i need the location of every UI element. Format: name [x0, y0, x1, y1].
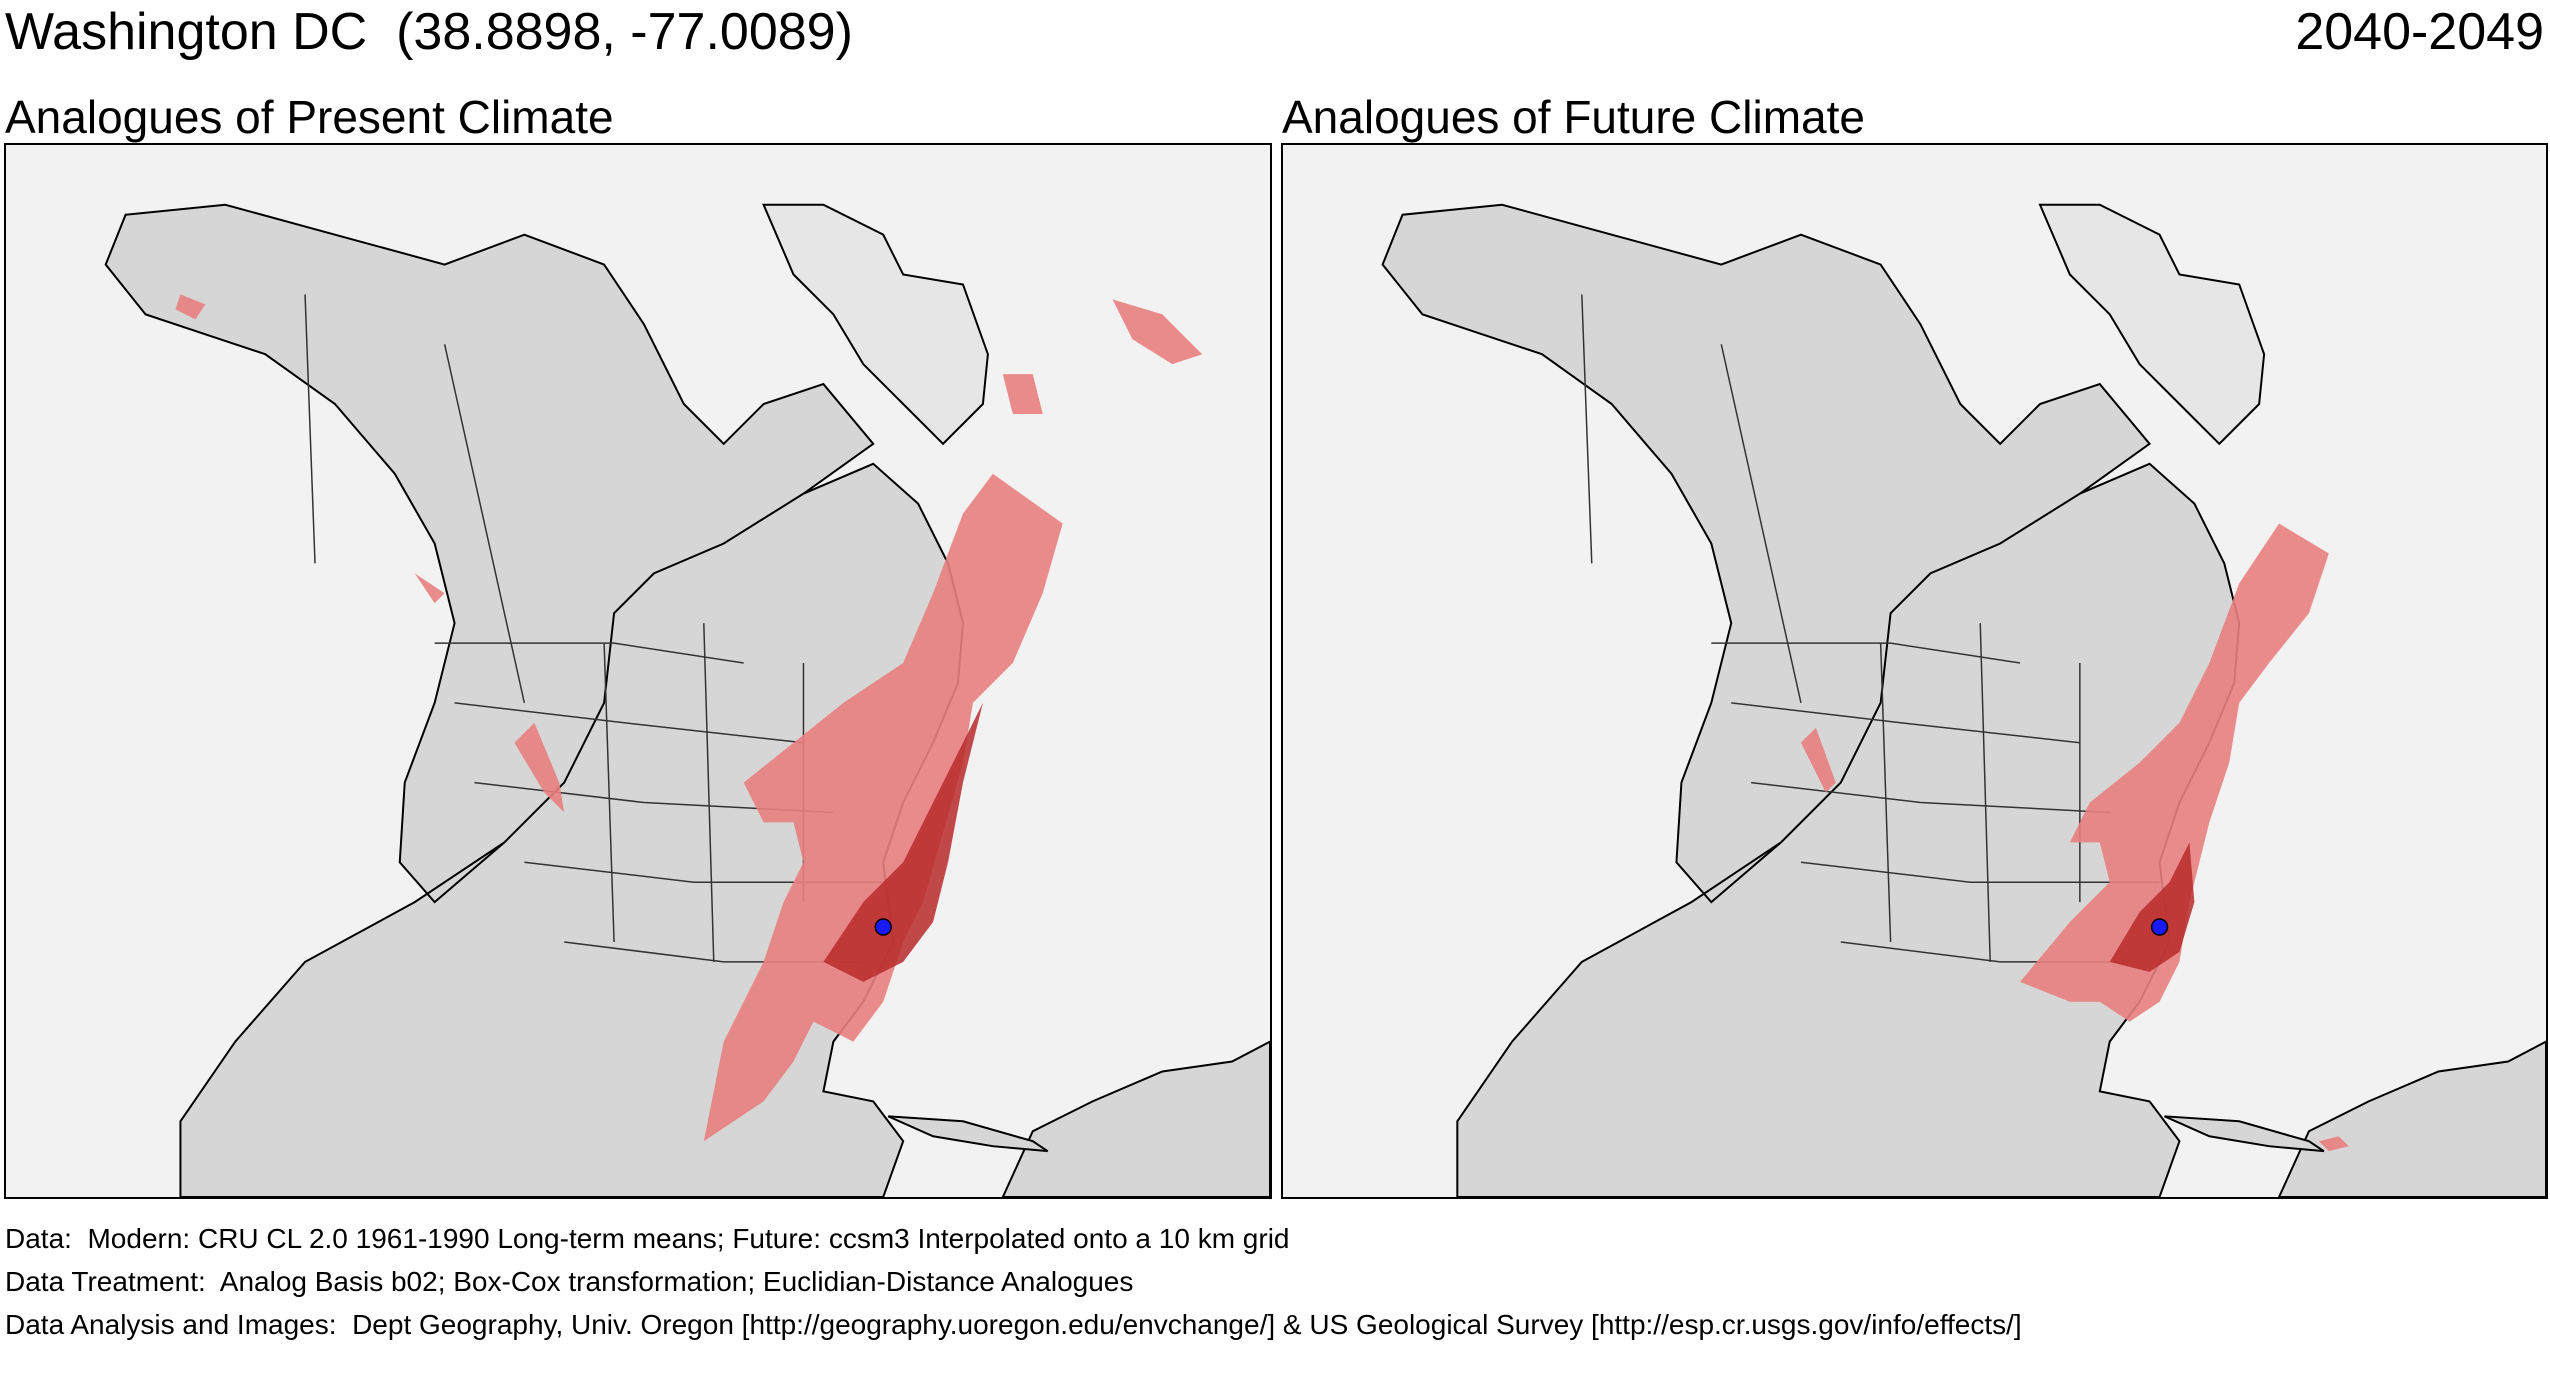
cuba-land — [2164, 1115, 2325, 1153]
location-title: Washington DC (38.8898, -77.0089) — [5, 3, 853, 61]
period-title: 2040-2049 — [2295, 3, 2544, 61]
present-analogue-areas — [175, 294, 1203, 1142]
south-america-land — [1001, 1040, 1270, 1197]
future-analogue-areas — [1800, 523, 2349, 1152]
cuba-land — [887, 1115, 1049, 1153]
greenland-land — [2038, 203, 2266, 446]
south-america-land — [2277, 1040, 2546, 1197]
credits-data: Data: Modern: CRU CL 2.0 1961-1990 Long-… — [5, 1223, 1290, 1254]
greenland-land — [762, 203, 989, 446]
present-climate-map — [4, 143, 1272, 1199]
present-map-svg — [104, 203, 1270, 1197]
present-panel-title: Analogues of Present Climate — [5, 91, 614, 143]
north-america-land — [1381, 203, 2241, 1197]
analogue-light-west — [514, 722, 565, 813]
north-america-land — [104, 203, 964, 1197]
site-marker — [874, 918, 892, 936]
site-marker — [2150, 918, 2169, 936]
analogue-light-region — [2020, 523, 2329, 1022]
future-panel-title: Analogues of Future Climate — [1282, 91, 1865, 143]
political-boundaries — [1581, 294, 2160, 963]
analogue-light-region — [703, 473, 1063, 1142]
analogue-light-west — [1800, 727, 1836, 793]
future-map-svg — [1381, 203, 2546, 1197]
analogue-light-arctic — [1002, 299, 1203, 414]
analogue-dark-region — [823, 702, 983, 982]
credits-treatment: Data Treatment: Analog Basis b02; Box-Co… — [5, 1266, 1134, 1297]
analogue-dark-region — [2109, 842, 2195, 972]
land-masses — [104, 203, 1270, 1197]
land-masses — [1381, 203, 2546, 1197]
credits-analysis: Data Analysis and Images: Dept Geography… — [5, 1309, 2022, 1340]
future-climate-map — [1281, 143, 2548, 1199]
analogue-light-caribbean — [2318, 1136, 2349, 1152]
